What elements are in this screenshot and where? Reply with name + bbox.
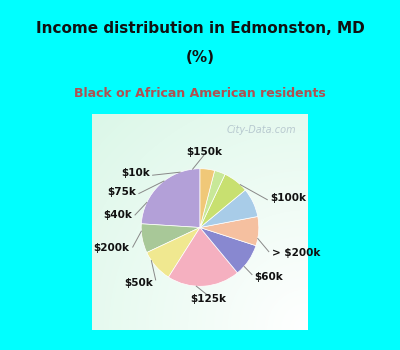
Text: $200k: $200k [93,243,129,253]
Wedge shape [200,190,258,228]
Text: $75k: $75k [107,187,136,197]
Text: $125k: $125k [190,294,226,304]
Text: $40k: $40k [103,210,132,219]
Text: > $200k: > $200k [272,248,321,258]
Wedge shape [168,228,238,286]
Wedge shape [147,228,200,277]
Text: Black or African American residents: Black or African American residents [74,87,326,100]
Text: $150k: $150k [186,147,222,157]
Wedge shape [141,224,200,253]
Text: (%): (%) [186,50,214,65]
Wedge shape [141,169,200,228]
Wedge shape [200,217,259,246]
Text: $100k: $100k [271,194,307,203]
Text: Income distribution in Edmonston, MD: Income distribution in Edmonston, MD [36,21,364,36]
Wedge shape [200,169,215,228]
Wedge shape [200,174,245,228]
Wedge shape [200,170,225,228]
Wedge shape [200,228,256,273]
Text: $60k: $60k [255,272,283,282]
Text: $10k: $10k [122,168,150,178]
Text: City-Data.com: City-Data.com [226,125,296,134]
Text: $50k: $50k [125,278,153,288]
